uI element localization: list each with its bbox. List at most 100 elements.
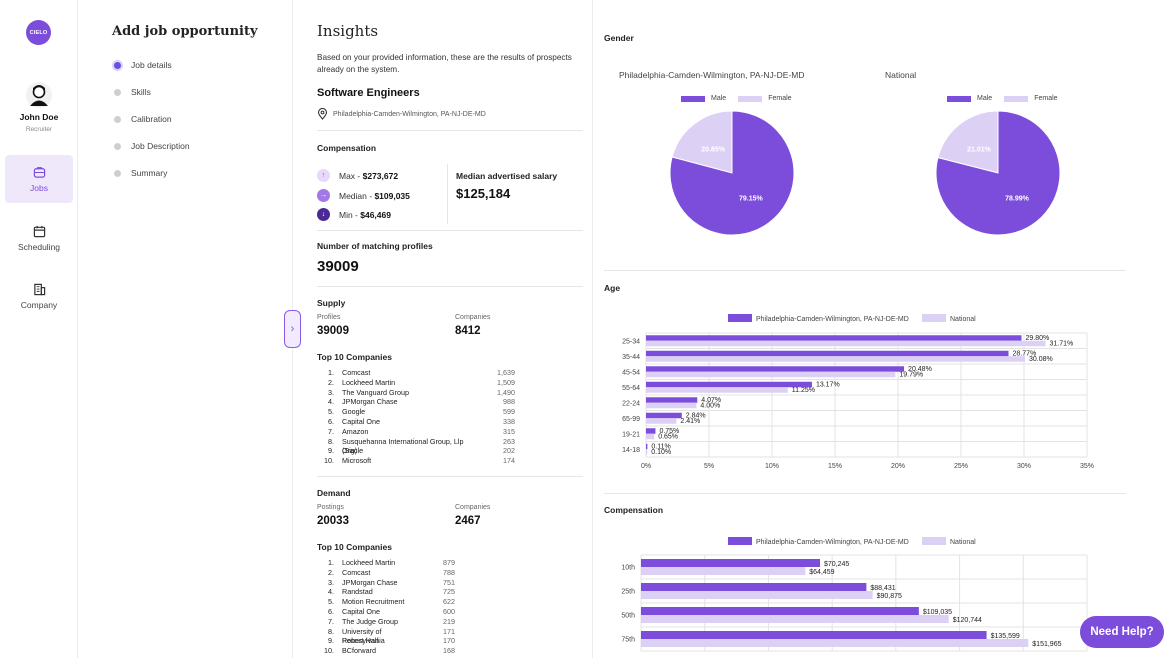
chevron-right-icon: › (290, 323, 295, 335)
supply-top-companies: 1. Comcast 1,639 2. Lockheed Martin 1,509 3.… (321, 368, 515, 466)
step-summary[interactable]: Summary (114, 168, 167, 178)
step-job-description[interactable]: Job Description (114, 141, 190, 151)
divider (604, 493, 1126, 494)
gender-pie-title-local: Philadelphia-Camden-Wilmington, PA-NJ-DE… (619, 70, 805, 80)
salary-max-label: Max - (339, 170, 363, 181)
step-label: Job details (131, 60, 172, 70)
user-name: John Doe (19, 112, 59, 122)
compensation-section-label: Compensation (604, 505, 664, 515)
legend-swatch (1004, 95, 1029, 102)
list-item: 1. Comcast 1,639 (328, 368, 515, 377)
legend-swatch (922, 537, 946, 545)
category-label: 22-24 (622, 400, 640, 407)
legend-swatch (947, 95, 971, 102)
list-item: 9. Robert Half 170 (328, 636, 455, 646)
legend-label: National (950, 316, 976, 323)
arrow-right-icon: → (317, 189, 330, 202)
list-item: 7. Amazon 315 (328, 426, 515, 436)
step-dot (114, 169, 121, 177)
need-help-button[interactable]: Need Help? (1080, 616, 1164, 648)
list-item: 6. Capital One 338 (328, 416, 515, 426)
pie-slice-female (937, 110, 999, 174)
bar-local (641, 607, 919, 615)
steps-title: Add job opportunity (112, 24, 258, 39)
x-tick-label: 35% (1080, 463, 1094, 470)
legend-swatch (728, 537, 752, 545)
legend-label: Male (977, 95, 993, 102)
x-tick-label: 0% (641, 463, 651, 470)
location-pin-icon (317, 108, 328, 120)
calendar-icon (33, 225, 45, 237)
list-item: 9. Oracle 202 (328, 446, 515, 456)
arrow-down-icon: ↓ (317, 208, 330, 221)
bar-local (646, 381, 812, 388)
divider (317, 476, 583, 477)
category-label: 14-18 (622, 447, 640, 454)
supply-top-label: Top 10 Companies (317, 352, 392, 362)
step-label: Job Description (131, 141, 190, 151)
category-label: 45-54 (622, 369, 640, 376)
nav-item-jobs[interactable]: Jobs (5, 155, 73, 203)
age-bar-chart: Philadelphia-Camden-Wilmington, PA-NJ-DE… (622, 314, 1094, 470)
bar-local (646, 350, 1009, 357)
step-dot (114, 88, 121, 96)
step-label: Skills (131, 87, 151, 97)
pie-slice-label: 78.99% (1005, 195, 1030, 202)
nav-label-company: Company (20, 299, 58, 310)
nav-item-scheduling[interactable]: Scheduling (5, 214, 73, 262)
bar-value-label: 0.65% (658, 433, 678, 440)
insights-description: Based on your provided information, thes… (317, 53, 572, 74)
expand-panel-button[interactable]: › (284, 310, 301, 348)
step-skills[interactable]: Skills (114, 87, 151, 97)
nav-item-company[interactable]: Company (5, 272, 73, 320)
x-tick-label: 5% (704, 463, 714, 470)
list-item: 5. Motion Recruitment 622 (328, 597, 455, 607)
logo-text: CIELO (29, 29, 48, 36)
demand-postings-value: 20033 (317, 515, 349, 527)
bar-value-label: $135,599 (991, 633, 1020, 640)
demand-postings-label: Postings (317, 504, 344, 511)
job-location: Philadelphia-Camden-Wilmington, PA-NJ-DE… (317, 108, 486, 120)
salary-max-value: $273,672 (362, 170, 399, 181)
x-tick-label: 15% (828, 463, 842, 470)
age-section-label: Age (604, 283, 621, 293)
step-job-details[interactable]: Job details (114, 60, 172, 70)
list-item: 3. The Vanguard Group 1,490 (328, 387, 515, 397)
job-title: Software Engineers (317, 87, 420, 99)
supply-profiles-label: Profiles (317, 314, 341, 321)
bar-value-label: $109,035 (923, 609, 952, 616)
bar-value-label: 30.08% (1029, 356, 1053, 363)
category-label: 19-21 (622, 431, 640, 438)
bar-value-label: $70,245 (824, 561, 849, 568)
x-tick-label: 20% (891, 463, 905, 470)
bar-national (646, 371, 896, 378)
list-item: 7. The Judge Group 219 (328, 616, 455, 626)
bar-national (641, 591, 873, 599)
user-role: Recruiter (25, 126, 53, 133)
bar-local (641, 631, 987, 639)
bar-value-label: 0.75% (659, 428, 679, 435)
legend-label: Philadelphia-Camden-Wilmington, PA-NJ-DE… (756, 539, 909, 546)
bar-value-label: 11.25% (792, 387, 815, 394)
supply-companies-label: Companies (455, 314, 491, 321)
category-label: 65-99 (622, 416, 640, 423)
insights-title: Insights (317, 22, 379, 40)
divider (317, 286, 583, 287)
supply-companies-value: 8412 (455, 325, 481, 337)
gender-pie-chart-local: 20.85% 79.15% (669, 110, 795, 236)
chart-legend: Philadelphia-Camden-Wilmington, PA-NJ-DE… (728, 314, 976, 323)
user-avatar-icon[interactable] (26, 82, 52, 108)
divider (604, 270, 1126, 271)
bar-local (646, 443, 648, 450)
pie-slice-label: 21.01% (967, 147, 992, 154)
list-item: 8. University of Pennsylvania 171 (328, 626, 455, 646)
gender-legend-national: Male Female (947, 95, 1058, 102)
need-help-label: Need Help? (1090, 626, 1154, 638)
x-tick-label: 10% (765, 463, 779, 470)
category-label: 55-64 (622, 385, 640, 392)
matching-profiles-value: 39009 (317, 258, 359, 275)
chart-legend: Philadelphia-Camden-Wilmington, PA-NJ-DE… (728, 537, 976, 546)
step-calibration[interactable]: Calibration (114, 114, 172, 124)
cielo-logo[interactable]: CIELO (26, 20, 51, 45)
category-label: 25th (621, 589, 635, 596)
